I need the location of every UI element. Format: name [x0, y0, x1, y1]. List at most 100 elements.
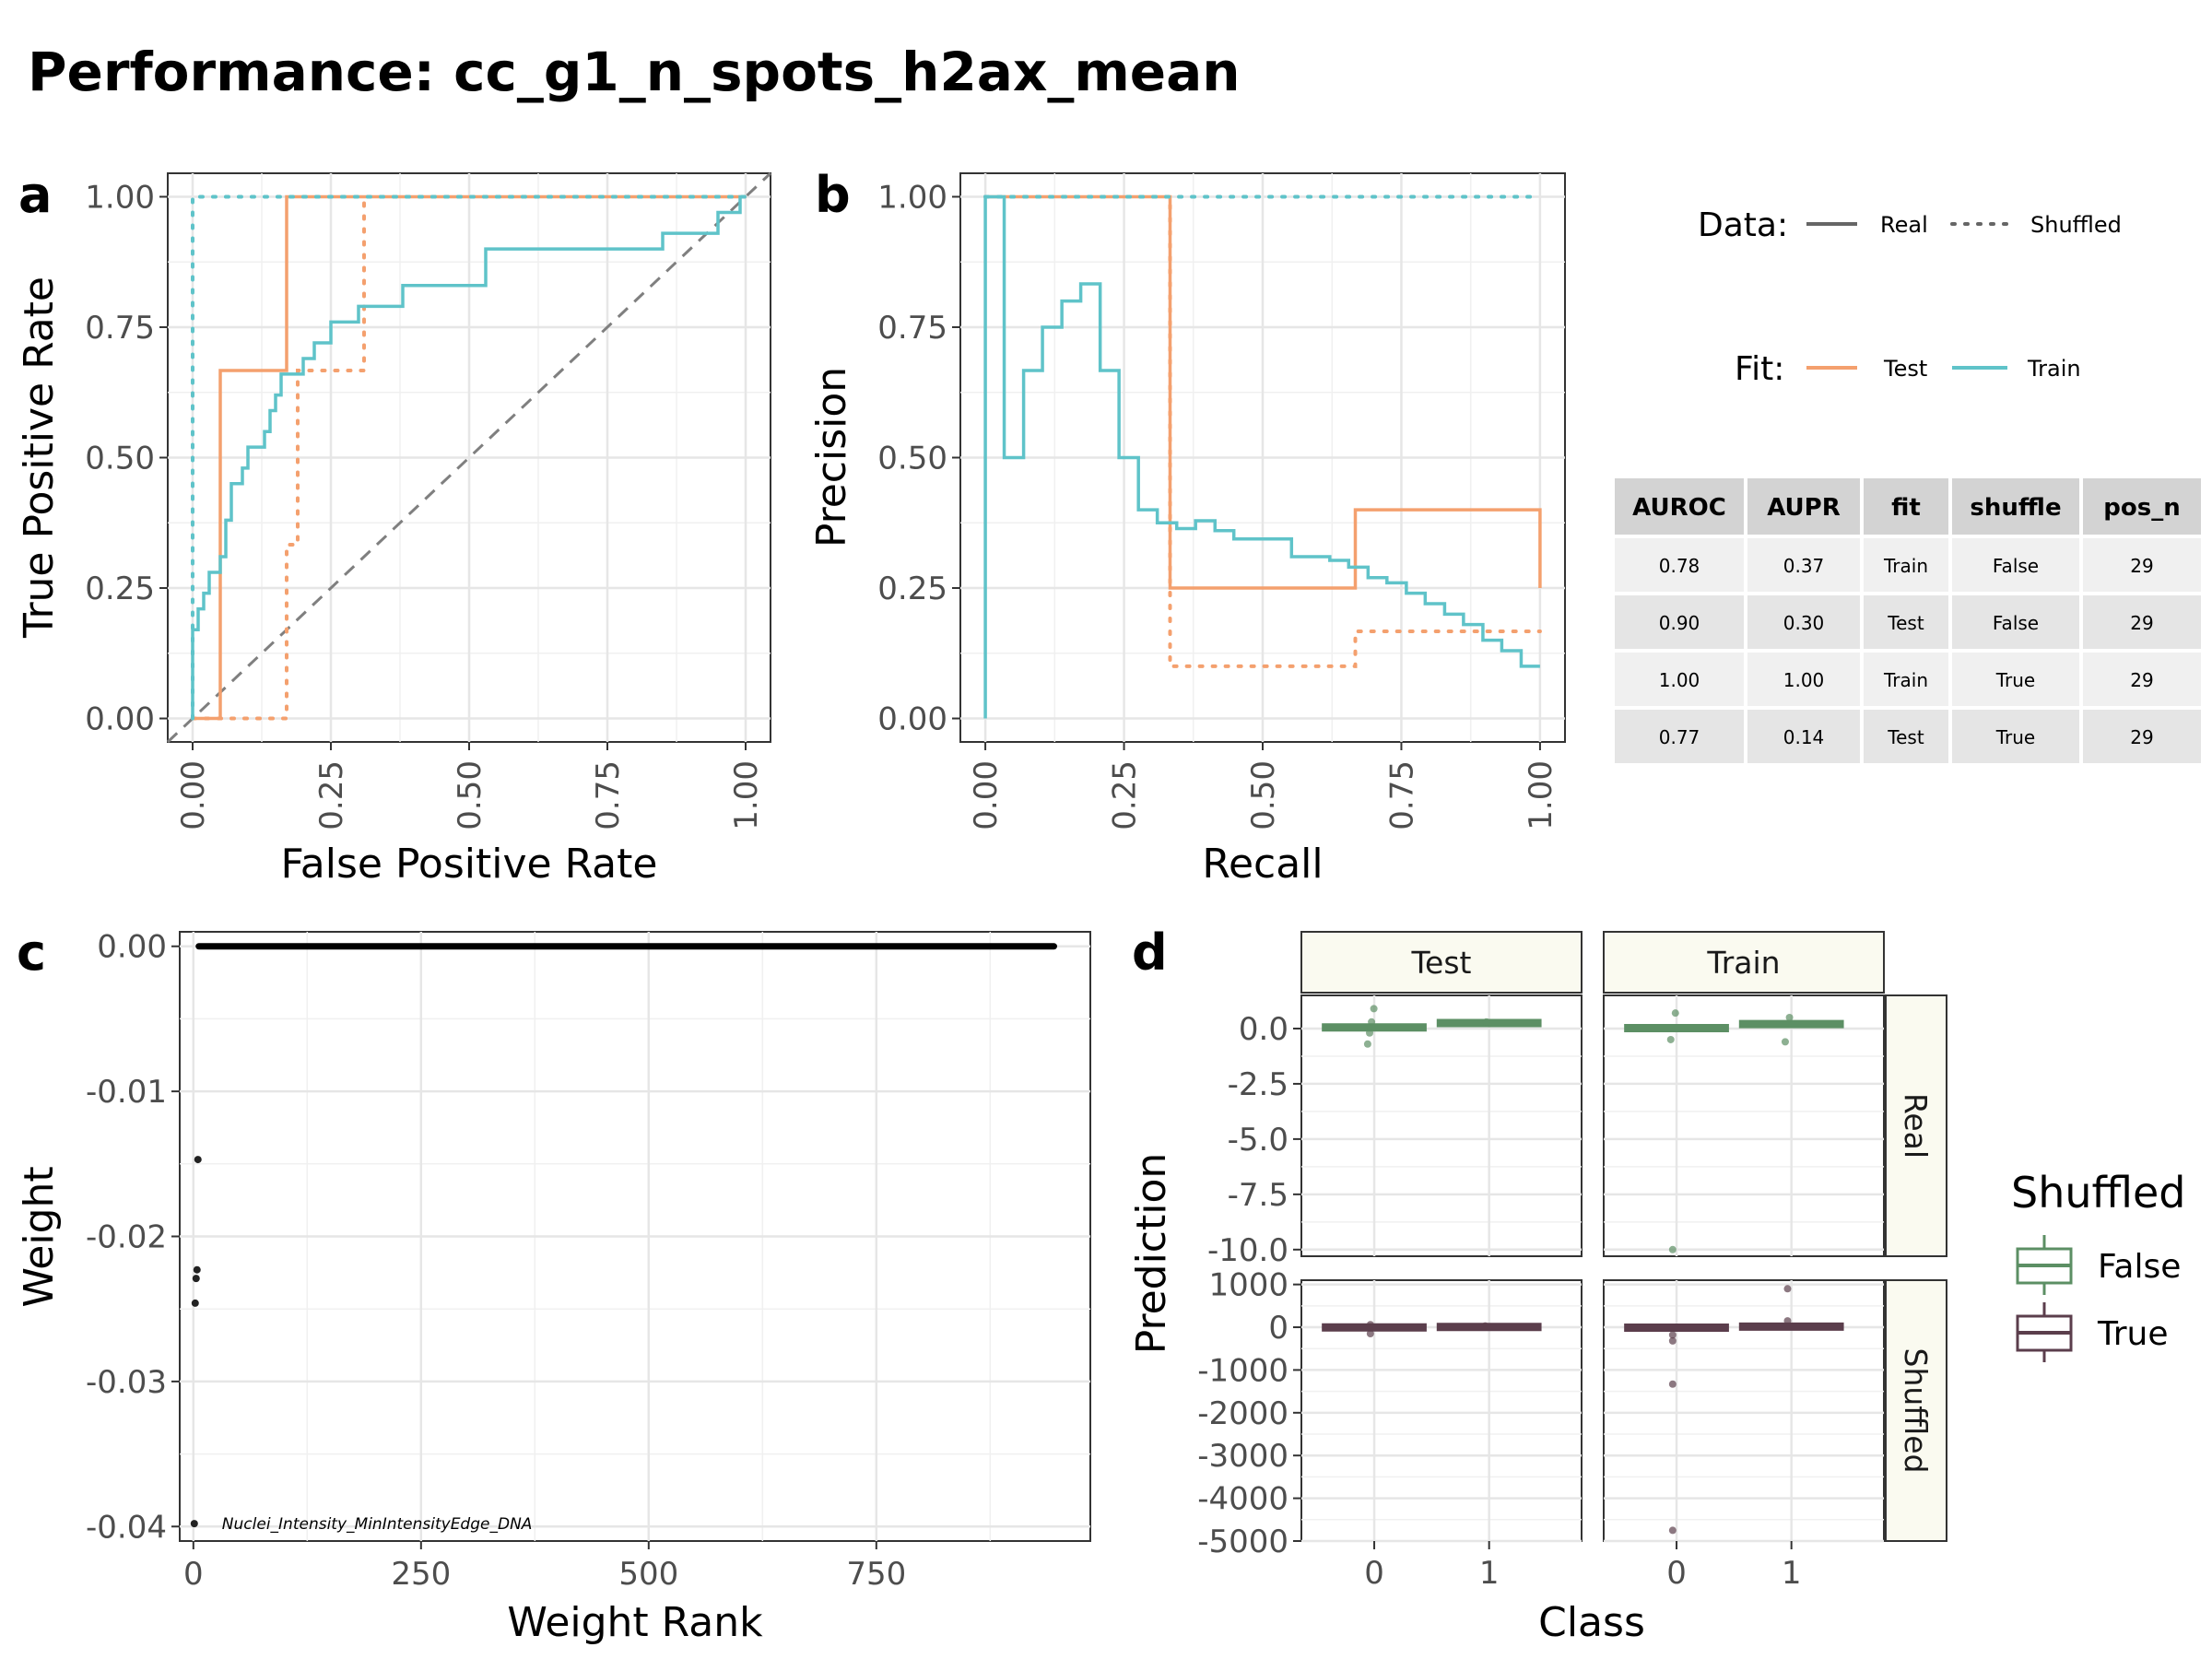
d-jitter-point	[1368, 1018, 1376, 1026]
c-xtick-label: 750	[846, 1556, 906, 1593]
table-cell: 0.77	[1659, 726, 1700, 748]
legend-fit-title: Fit:	[1735, 350, 1784, 388]
legend-true-key	[2016, 1302, 2073, 1362]
figure-title: Performance: cc_g1_n_spots_h2ax_mean	[28, 41, 1241, 103]
table-header-cell	[1747, 478, 1860, 535]
table-cell: Train	[1883, 555, 1928, 577]
table-header-cell	[1864, 478, 1948, 535]
table-cell: 1.00	[1783, 669, 1825, 691]
c-xtick-label: 250	[391, 1556, 451, 1593]
d-column-strip	[1300, 931, 1583, 994]
d-ytick-label: 1000	[1208, 1267, 1288, 1304]
d-xtick-label: 1	[1479, 1555, 1500, 1592]
a-diagonal-reference-line	[166, 171, 772, 744]
table-cell-bg	[1864, 710, 1948, 763]
d-jitter-point	[1366, 1321, 1374, 1329]
d-xtick-label: 0	[1666, 1555, 1687, 1592]
c-ytick-label: -0.04	[86, 1509, 167, 1546]
table-header-label: AUPR	[1767, 494, 1841, 522]
panel-a-xlabel: False Positive Rate	[281, 841, 658, 888]
table-cell: 0.90	[1659, 612, 1700, 634]
table-cell: True	[1995, 726, 2035, 748]
b-ytick-label: 0.50	[877, 441, 947, 477]
legend-train-label: Train	[2027, 356, 2081, 382]
c-weight-point	[194, 1156, 202, 1164]
table-cell-bg	[1747, 595, 1860, 649]
d-facet-panel	[1603, 1279, 1885, 1542]
table-cell: Test	[1887, 612, 1924, 634]
table-cell-bg	[2083, 595, 2201, 649]
table-cell: 0.78	[1659, 555, 1700, 577]
table-header-cell	[2083, 478, 2201, 535]
a-series-test-real	[193, 194, 746, 721]
table-cell-bg	[1747, 538, 1860, 592]
d-ytick-label: -10.0	[1207, 1232, 1288, 1269]
table-header-cell	[1952, 478, 2079, 535]
panel-c-ylabel: Weight	[16, 1166, 63, 1307]
table-cell-bg	[1952, 710, 2079, 763]
table-cell: Train	[1883, 669, 1928, 691]
c-ytick-label: -0.02	[86, 1219, 167, 1256]
d-jitter-point	[1481, 1322, 1489, 1330]
d-row-strip-label: Real	[1898, 1093, 1934, 1159]
b-ytick-label: 0.00	[877, 701, 947, 738]
table-cell-bg	[1615, 595, 1744, 649]
panel-c-marks: Nuclei_Intensity_MinIntensityEdge_DNA	[190, 943, 1057, 1534]
table-header-label: fit	[1891, 494, 1921, 522]
c-weight-point	[192, 1275, 200, 1283]
c-xtick-label: 0	[183, 1556, 204, 1593]
panel-b-ylabel: Precision	[808, 367, 855, 547]
d-ytick-label: -7.5	[1228, 1177, 1288, 1214]
panel-a-lines	[166, 171, 772, 744]
table-cell: 29	[2130, 555, 2153, 577]
table-cell: True	[1995, 669, 2035, 691]
table-cell: 29	[2130, 669, 2153, 691]
table-header-cell	[1615, 478, 1744, 535]
table-cell: 1.00	[1659, 669, 1700, 691]
legend-true-label: True	[2097, 1315, 2168, 1353]
d-jitter-point	[1783, 1317, 1792, 1325]
panel-c-letter: c	[17, 924, 46, 982]
d-row-strip	[1885, 1279, 1947, 1542]
c-weight-point	[190, 1520, 198, 1528]
b-xtick-label: 1.00	[1523, 760, 1559, 830]
d-row-strip	[1885, 994, 1947, 1257]
d-jitter-point	[1785, 1013, 1794, 1021]
d-jitter-point	[1366, 1329, 1374, 1337]
a-xtick-label: 0.75	[590, 760, 627, 830]
a-ytick-label: 0.75	[85, 310, 155, 347]
table-cell: False	[1993, 612, 2039, 634]
d-ytick-label: -1000	[1197, 1352, 1288, 1389]
table-header-label: pos_n	[2103, 494, 2180, 522]
d-facet-panel	[1300, 994, 1583, 1257]
table-cell: Test	[1887, 726, 1924, 748]
d-column-strip	[1603, 931, 1885, 994]
d-jitter-point	[1668, 1380, 1677, 1388]
table-cell-bg	[2083, 710, 2201, 763]
table-cell-bg	[1615, 653, 1744, 706]
a-ytick-label: 0.25	[85, 571, 155, 607]
table-cell: 0.30	[1783, 612, 1825, 634]
legend-test-label: Test	[1883, 356, 1927, 382]
table-cell: False	[1993, 555, 2039, 577]
d-ytick-label: -2000	[1197, 1395, 1288, 1432]
b-xtick-label: 0.75	[1383, 760, 1420, 830]
table-header-label: AUROC	[1632, 494, 1726, 522]
c-weight-point	[191, 1299, 199, 1307]
d-jitter-point	[1668, 1336, 1677, 1345]
d-jitter-point	[1668, 1331, 1677, 1339]
d-xtick-label: 0	[1364, 1555, 1384, 1592]
panel-d-facets: Test Train Real Shuffled 0.0 -2.5 -5.0 -7.5 -10.…	[1197, 931, 1947, 1592]
panel-d: d Test Train Real Shuffled 0.0 -2.5 -5.0 -7.5 -1…	[1128, 924, 1947, 1646]
d-jitter-point	[1781, 1038, 1789, 1046]
table-cell-bg	[1864, 653, 1948, 706]
panel-c-ticks: 0 250 500 750 0.00 -0.01 -0.02 -0.03 -0.04	[86, 929, 906, 1593]
panel-b-xlabel: Recall	[1202, 841, 1323, 888]
d-ytick-label: -2.5	[1228, 1066, 1288, 1103]
table-cell-bg	[1747, 710, 1860, 763]
panel-a: a 0.00 0.00 0.25 0.25 0.50 0.50 0.75 0.75 1.00 1.…	[16, 166, 772, 888]
panel-d-xlabel: Class	[1538, 1599, 1645, 1646]
table-cell: 0.37	[1783, 555, 1825, 577]
b-xtick-label: 0.00	[968, 760, 1005, 830]
